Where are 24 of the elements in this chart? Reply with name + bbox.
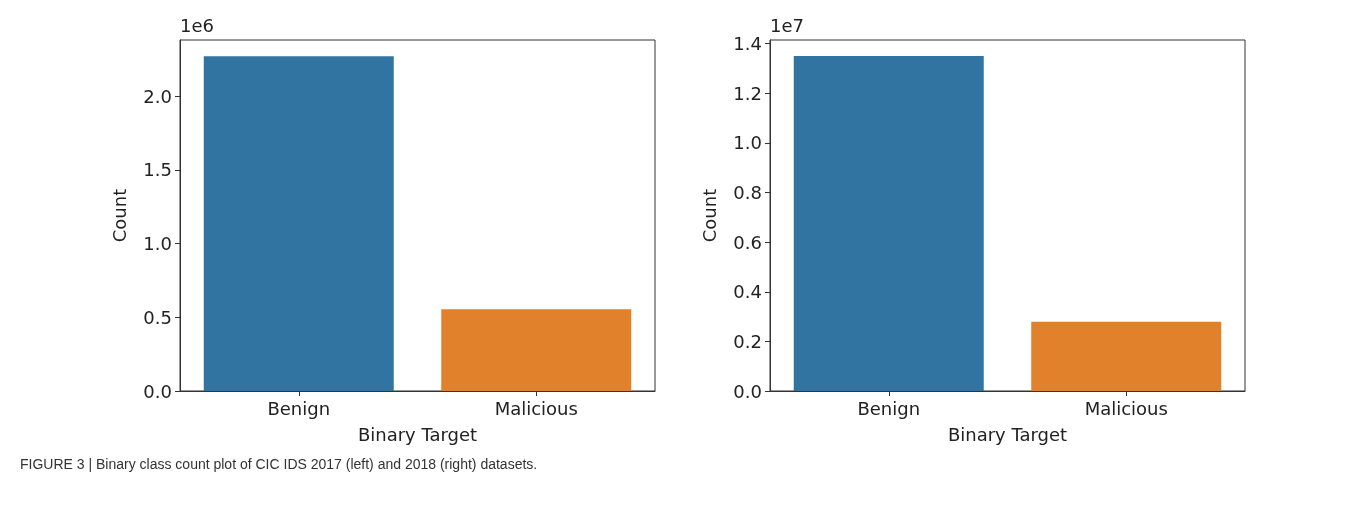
y-tick-label: 1.5 bbox=[143, 159, 172, 181]
y-tick-label: 2.0 bbox=[143, 85, 172, 107]
x-axis-title: Binary Target bbox=[357, 423, 478, 445]
y-tick-label: 0.8 bbox=[733, 182, 762, 204]
y-tick-label: 0.0 bbox=[143, 380, 172, 402]
x-tick-label: Benign bbox=[267, 397, 331, 419]
caption: FIGURE 3 | Binary class count plot of CIC IDS 2017 (left) and 2018 (right) datasets. bbox=[20, 456, 538, 472]
y-tick-label: 1.0 bbox=[143, 233, 172, 255]
x-tick-label: Benign bbox=[857, 397, 921, 419]
y-tick-label: 0.0 bbox=[733, 380, 762, 402]
text: 1e6 bbox=[180, 14, 214, 36]
y-tick-label: 1.4 bbox=[733, 33, 762, 55]
y-tick-label: 0.2 bbox=[733, 330, 762, 352]
text: 1e7 bbox=[770, 14, 804, 36]
y-tick-label: 0.5 bbox=[143, 306, 172, 328]
y-tick-label: 0.4 bbox=[733, 281, 762, 303]
x-axis-title: Binary Target bbox=[947, 423, 1068, 445]
y-axis-title: Count bbox=[698, 188, 720, 243]
y-tick-label: 1.0 bbox=[733, 132, 762, 154]
y-axis-title: Count bbox=[108, 188, 130, 243]
x-tick-label: Malicious bbox=[494, 397, 578, 419]
y-tick-label: 1.2 bbox=[733, 82, 762, 104]
x-tick-label: Malicious bbox=[1084, 397, 1168, 419]
y-tick-label: 0.6 bbox=[733, 231, 762, 253]
